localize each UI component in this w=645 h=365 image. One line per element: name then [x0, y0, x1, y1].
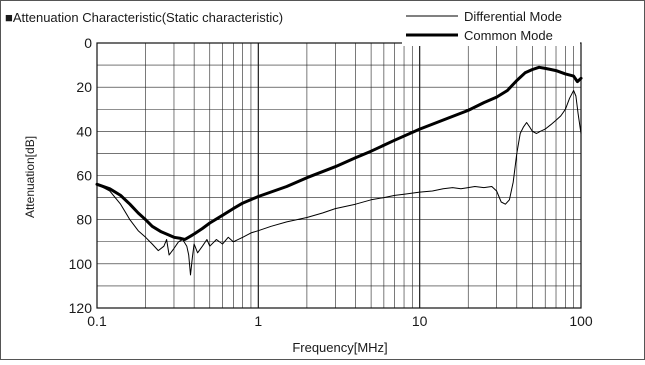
y-tick-label: 40 [76, 123, 92, 139]
x-tick-label: 100 [569, 313, 593, 329]
chart-grid [96, 42, 582, 309]
y-tick-label: 100 [69, 256, 93, 272]
y-tick-label: 0 [84, 35, 92, 51]
series-line-differential-mode [96, 90, 582, 276]
y-tick-label: 120 [69, 300, 93, 316]
x-tick-labels: 0.1 1 10 100 [87, 313, 593, 329]
series-line-common-mode [95, 65, 583, 241]
legend-label-differential: Differential Mode [464, 9, 562, 24]
chart-title: ■Attenuation Characteristic(Static chara… [5, 10, 283, 25]
plot-area-border [96, 42, 582, 309]
y-tick-label: 20 [76, 79, 92, 95]
y-axis-label: Attenuation[dB] [23, 136, 37, 218]
x-tick-label: 10 [412, 313, 428, 329]
chart-series [95, 65, 583, 276]
x-tick-label: 1 [254, 313, 262, 329]
legend-background [402, 8, 580, 46]
y-tick-label: 60 [76, 168, 92, 184]
x-tick-label: 0.1 [87, 313, 107, 329]
y-tick-label: 80 [76, 212, 92, 228]
y-tick-labels: 0 20 40 60 80 100 120 [69, 35, 93, 316]
legend-label-common: Common Mode [464, 28, 553, 43]
x-axis-label: Frequency[MHz] [292, 340, 387, 355]
legend: Differential Mode Common Mode [402, 8, 580, 46]
